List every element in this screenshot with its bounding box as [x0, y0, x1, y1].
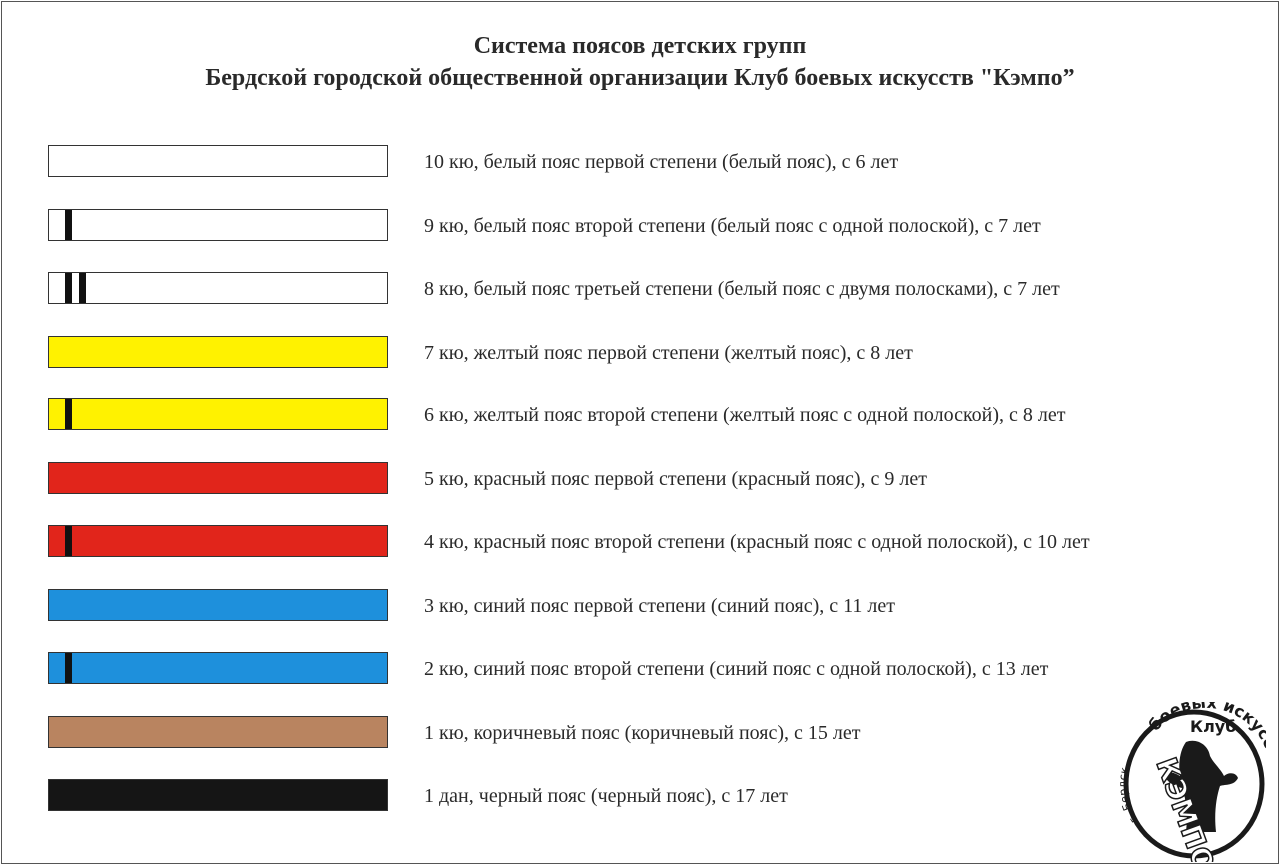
belt-swatch — [48, 779, 388, 811]
belt-description: 7 кю, желтый пояс первой степени (желтый… — [424, 342, 913, 364]
belt-swatch — [48, 272, 388, 304]
belt-stripe — [65, 210, 72, 240]
belt-stripe — [65, 273, 72, 303]
belt-description: 8 кю, белый пояс третьей степени (белый … — [424, 278, 1060, 300]
belt-description: 1 кю, коричневый пояс (коричневый пояс),… — [424, 722, 861, 744]
belt-swatch — [48, 209, 388, 241]
belt-swatch — [48, 589, 388, 621]
belt-swatch — [48, 336, 388, 368]
belt-stripe — [79, 273, 86, 303]
belt-swatch — [48, 398, 388, 430]
belt-description: 1 дан, черный пояс (черный пояс), с 17 л… — [424, 785, 788, 807]
belt-stripe — [65, 653, 72, 683]
belt-description: 4 кю, красный пояс второй степени (красн… — [424, 531, 1090, 553]
belt-swatch — [48, 525, 388, 557]
belt-description: 5 кю, красный пояс первой степени (красн… — [424, 468, 927, 490]
belt-stripe — [65, 399, 72, 429]
title-line-2: Бердской городской общественной организа… — [205, 65, 1075, 91]
logo-top-text: Клуб — [1190, 717, 1236, 736]
page-title: Система поясов детских групп Бердской го… — [2, 30, 1278, 94]
belt-description: 6 кю, желтый пояс второй степени (желтый… — [424, 404, 1066, 426]
belt-description: 10 кю, белый пояс первой степени (белый … — [424, 151, 899, 173]
belt-description: 3 кю, синий пояс первой степени (синий п… — [424, 595, 895, 617]
club-emblem-icon: КЭМПО боевых искусств Клуб г. Бердск — [1116, 702, 1266, 862]
title-line-1: Система поясов детских групп — [473, 33, 807, 59]
belt-swatch — [48, 462, 388, 494]
belt-swatch — [48, 716, 388, 748]
belt-swatch — [48, 145, 388, 177]
belt-description: 9 кю, белый пояс второй степени (белый п… — [424, 215, 1041, 237]
belt-description: 2 кю, синий пояс второй степени (синий п… — [424, 658, 1049, 680]
belt-stripe — [65, 526, 72, 556]
belt-swatch — [48, 652, 388, 684]
